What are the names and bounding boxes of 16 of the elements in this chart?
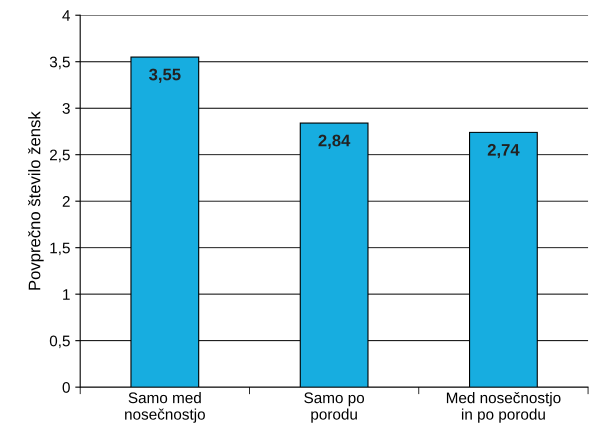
- y-tick-label: 3: [62, 103, 70, 114]
- y-tick-label: 1,5: [50, 242, 70, 256]
- y-tick-label: 2: [62, 196, 70, 207]
- y-tick-label: 1: [63, 289, 70, 300]
- data-label: 3,55: [149, 68, 181, 83]
- y-tick-label: 0: [62, 382, 70, 393]
- y-tick-label: 2,5: [50, 150, 70, 162]
- x-tick-label: Samo po porodu: [304, 392, 364, 423]
- data-label: 2,74: [488, 144, 520, 158]
- data-label: 2,84: [318, 134, 350, 149]
- x-tick-label: Samo med nosečnostjo: [125, 392, 205, 423]
- x-tick-label: Med nosečnostjo in po porodu: [446, 392, 561, 423]
- y-tick-label: 0,5: [50, 336, 70, 348]
- y-axis-title: Povprečno število žensk: [28, 111, 44, 290]
- y-tick-label: 4: [62, 10, 70, 21]
- y-tick-label: 3,5: [50, 56, 70, 70]
